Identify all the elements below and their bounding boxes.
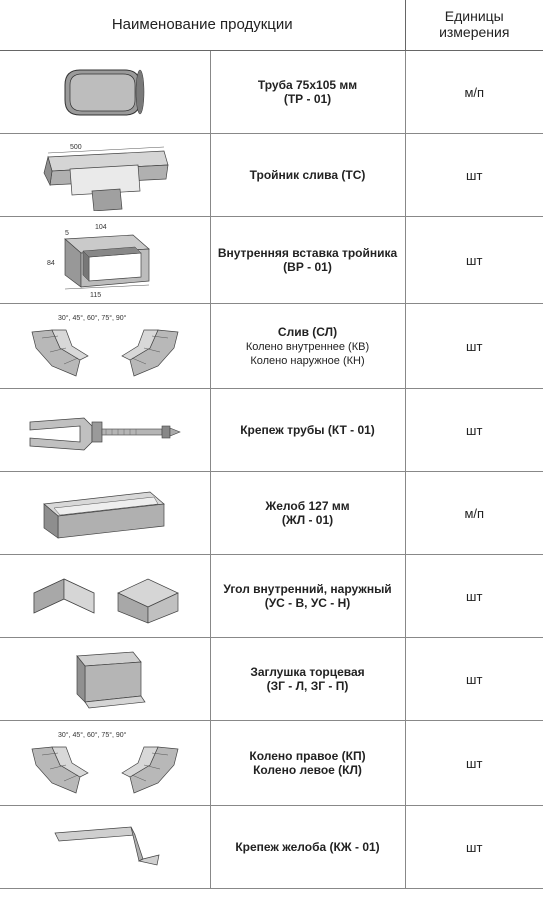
table-row: Крепеж трубы (КТ - 01) шт [0, 389, 543, 472]
product-unit: шт [405, 806, 543, 889]
desc-main: Заглушка торцевая [250, 665, 364, 679]
angle-note: 30°, 45°, 60°, 75°, 90° [58, 731, 127, 739]
corner-icon [4, 559, 206, 633]
table-row: 30°, 45°, 60°, 75°, 90° Ко [0, 721, 543, 806]
product-image-cell [0, 472, 210, 555]
product-desc: Заглушка торцевая (ЗГ - Л, ЗГ - П) [210, 638, 405, 721]
desc-main: Крепеж желоба (КЖ - 01) [235, 840, 379, 854]
product-unit: шт [405, 217, 543, 304]
product-unit: м/п [405, 51, 543, 134]
tee-icon: 500 [4, 138, 206, 212]
desc-sub2: Колено наружное (КН) [217, 355, 399, 367]
pipe-icon [4, 55, 206, 129]
table-header-row: Наименование продукции Единицы измерения [0, 0, 543, 51]
product-unit: шт [405, 389, 543, 472]
product-image-cell [0, 389, 210, 472]
dim-label: 5 [65, 230, 69, 237]
product-image-cell [0, 51, 210, 134]
gutter-icon [4, 476, 206, 550]
product-desc: Труба 75x105 мм (ТР - 01) [210, 51, 405, 134]
desc-sub1: Колено левое (КЛ) [253, 763, 362, 777]
product-desc: Внутренняя вставка тройника (ВР - 01) [210, 217, 405, 304]
desc-main: Крепеж трубы (КТ - 01) [240, 423, 375, 437]
product-image-cell [0, 806, 210, 889]
table-row: 500 Тройник слива (ТС) шт [0, 134, 543, 217]
product-desc: Колено правое (КП) Колено левое (КЛ) [210, 721, 405, 806]
product-desc: Крепеж трубы (КТ - 01) [210, 389, 405, 472]
dim-label: 104 [95, 224, 107, 231]
table-row: 104 5 84 80 115 Внутренняя вс [0, 217, 543, 304]
product-unit: шт [405, 134, 543, 217]
product-image-cell: 30°, 45°, 60°, 75°, 90° [0, 721, 210, 806]
table-row: Труба 75x105 мм (ТР - 01) м/п [0, 51, 543, 134]
product-image-cell: 104 5 84 80 115 [0, 217, 210, 304]
dim-label: 84 [47, 260, 55, 267]
product-image-cell: 30°, 45°, 60°, 75°, 90° [0, 304, 210, 389]
desc-main: Колено правое (КП) [249, 749, 365, 763]
product-image-cell [0, 638, 210, 721]
endcap-icon [4, 642, 206, 716]
desc-main: Внутренняя вставка тройника (ВР - 01) [218, 246, 397, 274]
product-unit: шт [405, 555, 543, 638]
table-row: Крепеж желоба (КЖ - 01) шт [0, 806, 543, 889]
desc-code: (УС - В, УС - Н) [265, 596, 351, 610]
desc-sub1: Колено внутреннее (КВ) [217, 341, 399, 353]
product-table: Наименование продукции Единицы измерения… [0, 0, 543, 889]
product-desc: Слив (СЛ) Колено внутреннее (КВ) Колено … [210, 304, 405, 389]
elbow-icon: 30°, 45°, 60°, 75°, 90° [4, 725, 206, 801]
desc-main: Тройник слива (ТС) [250, 168, 366, 182]
desc-main: Труба 75x105 мм [258, 78, 357, 92]
product-unit: м/п [405, 472, 543, 555]
product-desc: Угол внутренний, наружный (УС - В, УС - … [210, 555, 405, 638]
desc-main: Угол внутренний, наружный [223, 582, 391, 596]
dim-label: 500 [70, 144, 82, 151]
desc-code: (ЗГ - Л, ЗГ - П) [267, 679, 349, 693]
product-image-cell: 500 [0, 134, 210, 217]
product-unit: шт [405, 638, 543, 721]
product-desc: Тройник слива (ТС) [210, 134, 405, 217]
product-unit: шт [405, 721, 543, 806]
desc-main: Слив (СЛ) [278, 325, 337, 339]
desc-main: Желоб 127 мм [265, 499, 349, 513]
table-row: Угол внутренний, наружный (УС - В, УС - … [0, 555, 543, 638]
product-desc: Крепеж желоба (КЖ - 01) [210, 806, 405, 889]
elbow-icon: 30°, 45°, 60°, 75°, 90° [4, 308, 206, 384]
header-unit: Единицы измерения [405, 0, 543, 51]
clamp-icon [4, 393, 206, 467]
table-row: Заглушка торцевая (ЗГ - Л, ЗГ - П) шт [0, 638, 543, 721]
insert-icon: 104 5 84 80 115 [4, 221, 206, 299]
product-unit: шт [405, 304, 543, 389]
product-image-cell [0, 555, 210, 638]
desc-code: (ТР - 01) [284, 92, 331, 106]
angle-note: 30°, 45°, 60°, 75°, 90° [58, 314, 127, 322]
dim-label: 115 [90, 292, 101, 299]
hook-icon [4, 810, 206, 884]
header-name: Наименование продукции [0, 0, 405, 51]
product-desc: Желоб 127 мм (ЖЛ - 01) [210, 472, 405, 555]
table-row: Желоб 127 мм (ЖЛ - 01) м/п [0, 472, 543, 555]
table-row: 30°, 45°, 60°, 75°, 90° [0, 304, 543, 389]
desc-code: (ЖЛ - 01) [282, 513, 333, 527]
